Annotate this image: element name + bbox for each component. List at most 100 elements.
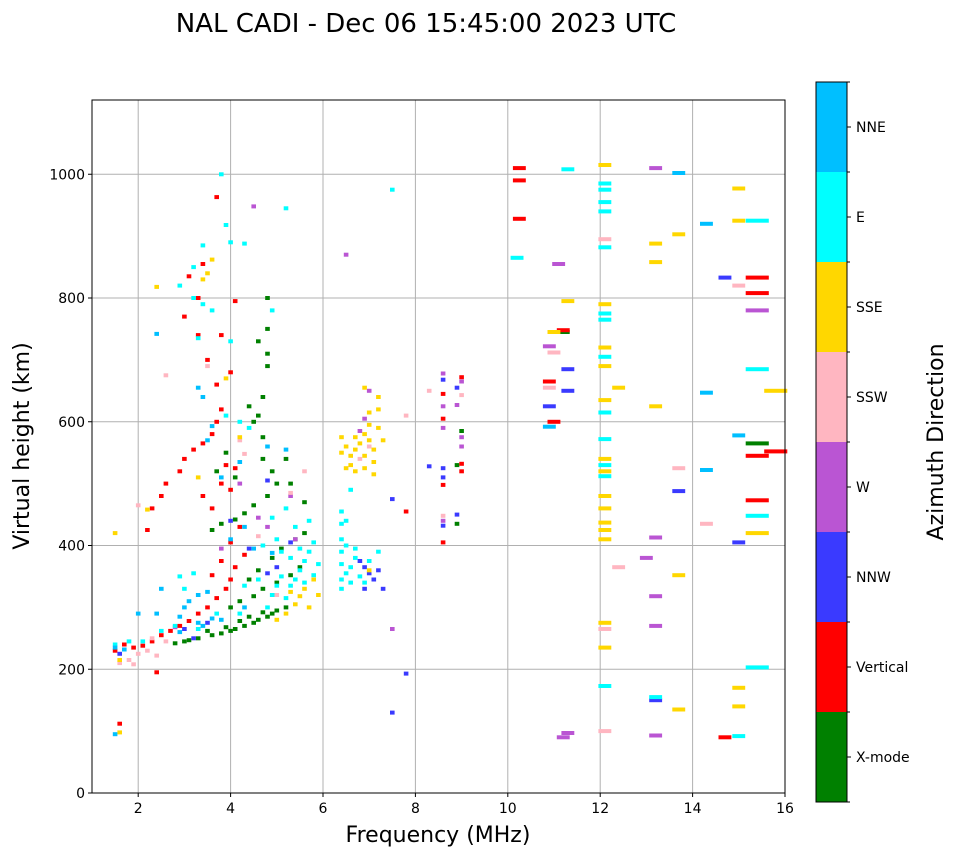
echo-mark-w bbox=[459, 435, 464, 440]
echo-mark-x-mode bbox=[459, 429, 464, 433]
echo-mark-e bbox=[293, 524, 298, 529]
echo-mark-nnw bbox=[440, 475, 446, 480]
echo-mark-ssw bbox=[357, 456, 363, 461]
echo-mark-e bbox=[366, 559, 372, 563]
echo-mark-ssw bbox=[440, 513, 446, 518]
echo-mark-vertical bbox=[219, 333, 224, 338]
echo-mark-e bbox=[598, 181, 612, 186]
echo-mark-e bbox=[598, 200, 612, 205]
echo-mark-e bbox=[283, 506, 289, 511]
echo-mark-w bbox=[459, 444, 464, 449]
echo-mark-ssw bbox=[426, 388, 432, 393]
echo-mark-ssw bbox=[672, 466, 686, 471]
echo-mark-w bbox=[237, 481, 243, 486]
echo-mark-e bbox=[306, 549, 312, 554]
echo-mark-e bbox=[745, 218, 769, 223]
echo-mark-e bbox=[339, 537, 344, 542]
echo-mark-sse bbox=[339, 450, 344, 455]
echo-mark-sse bbox=[672, 707, 686, 712]
echo-mark-sse bbox=[302, 586, 307, 591]
colorbar-tick-label: W bbox=[856, 480, 870, 496]
colorbar-segment bbox=[816, 82, 847, 172]
echo-mark-nne bbox=[219, 617, 224, 622]
echo-mark-vertical bbox=[117, 721, 122, 726]
echo-mark-x-mode bbox=[302, 531, 307, 536]
echo-mark-x-mode bbox=[265, 296, 270, 300]
echo-mark-vertical bbox=[154, 670, 159, 675]
echo-mark-sse bbox=[316, 593, 321, 597]
colorbar-segment bbox=[816, 712, 847, 802]
echo-mark-vertical bbox=[512, 166, 526, 171]
echo-mark-x-mode bbox=[219, 631, 224, 636]
echo-mark-w bbox=[256, 515, 261, 520]
echo-mark-w bbox=[542, 344, 556, 349]
echo-mark-x-mode bbox=[256, 339, 261, 344]
echo-mark-w bbox=[552, 262, 566, 266]
echo-mark-e bbox=[598, 437, 612, 442]
echo-mark-vertical bbox=[182, 314, 187, 319]
echo-mark-vertical bbox=[191, 447, 196, 452]
echo-mark-e bbox=[279, 574, 284, 579]
echo-mark-sse bbox=[598, 645, 612, 650]
echo-mark-nnw bbox=[246, 546, 252, 551]
echo-mark-ssw bbox=[288, 490, 293, 495]
echo-mark-e bbox=[191, 571, 196, 576]
echo-mark-vertical bbox=[209, 506, 215, 511]
echo-mark-vertical bbox=[163, 481, 169, 486]
echo-mark-vertical bbox=[237, 524, 243, 529]
echo-mark-sse bbox=[672, 573, 686, 578]
echo-mark-sse bbox=[371, 447, 377, 452]
echo-mark-w bbox=[459, 379, 464, 384]
echo-mark-nne bbox=[269, 550, 275, 555]
echo-mark-vertical bbox=[403, 509, 409, 514]
echo-mark-e bbox=[242, 241, 247, 246]
echo-mark-sse bbox=[598, 494, 612, 498]
echo-mark-nne bbox=[209, 424, 215, 429]
y-tick-label: 600 bbox=[58, 415, 85, 431]
echo-mark-nne bbox=[195, 385, 201, 390]
echo-mark-e bbox=[269, 308, 275, 313]
echo-mark-e bbox=[343, 571, 349, 576]
echo-mark-vertical bbox=[209, 573, 215, 578]
echo-mark-sse bbox=[288, 589, 293, 594]
echo-mark-w bbox=[343, 252, 349, 257]
echo-mark-e bbox=[228, 339, 233, 344]
echo-mark-sse bbox=[274, 617, 280, 622]
echo-mark-ssw bbox=[302, 469, 307, 474]
y-tick-label: 800 bbox=[58, 291, 85, 307]
echo-mark-x-mode bbox=[269, 469, 275, 474]
echo-mark-sse bbox=[612, 385, 626, 390]
echo-mark-x-mode bbox=[260, 395, 266, 399]
echo-mark-w bbox=[362, 416, 367, 421]
echo-mark-vertical bbox=[149, 639, 155, 644]
echo-mark-sse bbox=[145, 507, 150, 512]
echo-mark-ssw bbox=[135, 503, 141, 508]
echo-mark-x-mode bbox=[242, 511, 247, 516]
echo-mark-ssw bbox=[145, 648, 150, 653]
echo-mark-ssw bbox=[135, 651, 141, 656]
echo-mark-vertical bbox=[168, 628, 173, 633]
echo-mark-e bbox=[279, 549, 284, 554]
echo-mark-vertical bbox=[459, 469, 464, 474]
echo-mark-sse bbox=[343, 444, 349, 449]
echo-mark-nnw bbox=[265, 478, 270, 483]
echo-mark-vertical bbox=[122, 642, 127, 647]
echo-mark-e bbox=[274, 537, 280, 542]
echo-mark-e bbox=[302, 559, 307, 563]
echo-mark-vertical bbox=[195, 333, 201, 338]
echo-mark-vertical bbox=[745, 275, 769, 280]
echo-mark-w bbox=[556, 735, 570, 740]
echo-mark-e bbox=[732, 734, 746, 739]
echo-mark-x-mode bbox=[260, 586, 266, 591]
echo-mark-e bbox=[598, 463, 612, 468]
echo-mark-e bbox=[649, 695, 663, 700]
echo-mark-x-mode bbox=[283, 456, 289, 461]
echo-mark-sse bbox=[195, 475, 201, 480]
x-axis-label: Frequency (MHz) bbox=[346, 823, 531, 848]
echo-mark-x-mode bbox=[297, 565, 303, 570]
echo-mark-sse bbox=[371, 472, 377, 477]
echo-mark-sse bbox=[376, 425, 381, 430]
echo-mark-x-mode bbox=[232, 627, 238, 631]
echo-mark-sse bbox=[348, 463, 353, 468]
echo-mark-w bbox=[745, 308, 769, 313]
